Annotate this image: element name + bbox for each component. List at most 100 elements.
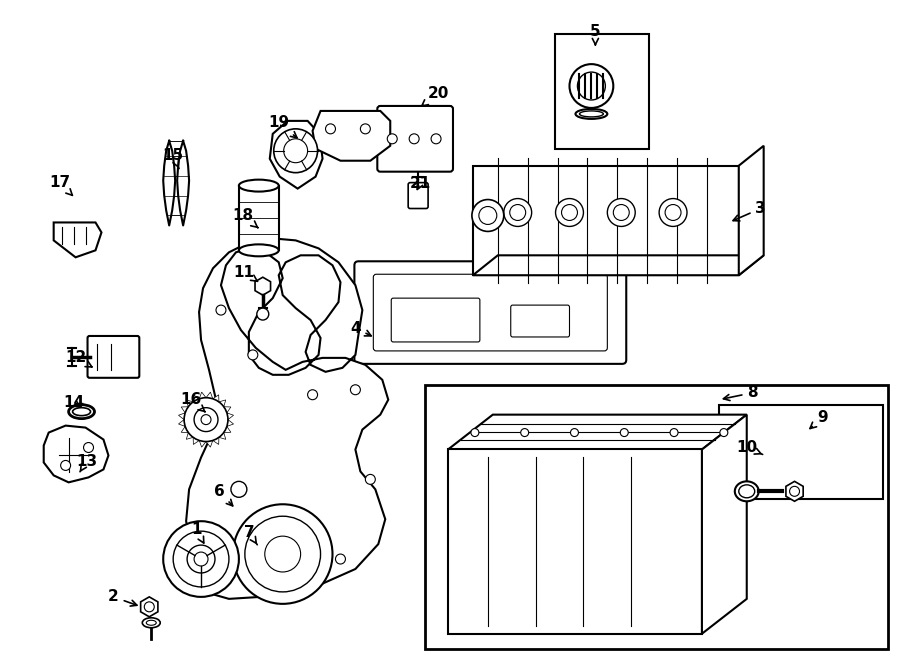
Polygon shape: [199, 392, 206, 399]
Circle shape: [284, 139, 308, 163]
Polygon shape: [227, 420, 234, 426]
Circle shape: [233, 504, 332, 604]
FancyBboxPatch shape: [355, 261, 626, 364]
Ellipse shape: [580, 111, 603, 117]
Circle shape: [60, 461, 70, 471]
Polygon shape: [178, 413, 185, 420]
Circle shape: [555, 198, 583, 227]
Polygon shape: [219, 400, 226, 407]
Polygon shape: [212, 395, 219, 402]
Ellipse shape: [142, 618, 160, 628]
Polygon shape: [448, 449, 702, 634]
Circle shape: [184, 398, 228, 442]
Ellipse shape: [575, 109, 608, 119]
Ellipse shape: [238, 180, 279, 192]
Text: 1: 1: [191, 522, 203, 543]
Polygon shape: [54, 223, 102, 257]
Circle shape: [578, 72, 606, 100]
Polygon shape: [786, 481, 803, 501]
Polygon shape: [181, 426, 188, 432]
Text: 17: 17: [50, 175, 73, 196]
Text: 4: 4: [350, 321, 371, 336]
FancyBboxPatch shape: [374, 274, 608, 351]
Circle shape: [326, 124, 336, 134]
Ellipse shape: [73, 408, 91, 416]
Ellipse shape: [68, 405, 94, 418]
Circle shape: [387, 134, 397, 144]
Circle shape: [431, 134, 441, 144]
Polygon shape: [194, 438, 199, 444]
Polygon shape: [219, 432, 226, 440]
Circle shape: [194, 408, 218, 432]
Circle shape: [620, 428, 628, 436]
Circle shape: [84, 442, 94, 453]
Circle shape: [472, 200, 504, 231]
Circle shape: [608, 198, 635, 227]
Polygon shape: [206, 440, 212, 447]
Polygon shape: [44, 426, 108, 483]
Circle shape: [720, 428, 728, 436]
Circle shape: [194, 552, 208, 566]
Polygon shape: [472, 166, 739, 275]
Polygon shape: [739, 146, 764, 275]
Polygon shape: [224, 407, 231, 413]
Circle shape: [265, 536, 301, 572]
Ellipse shape: [739, 485, 755, 498]
Text: 20: 20: [422, 85, 449, 106]
Polygon shape: [702, 414, 747, 634]
Circle shape: [248, 350, 257, 360]
Circle shape: [479, 206, 497, 225]
Polygon shape: [255, 277, 271, 295]
Polygon shape: [140, 597, 158, 617]
Polygon shape: [186, 239, 388, 599]
Text: 6: 6: [213, 484, 233, 506]
Text: 15: 15: [163, 148, 184, 169]
FancyBboxPatch shape: [392, 298, 480, 342]
Circle shape: [789, 486, 799, 496]
Polygon shape: [199, 440, 206, 447]
Polygon shape: [224, 426, 231, 432]
Text: 3: 3: [734, 201, 766, 221]
Polygon shape: [186, 432, 194, 440]
Circle shape: [231, 481, 247, 497]
Text: 8: 8: [724, 385, 758, 401]
Polygon shape: [472, 255, 764, 275]
Polygon shape: [448, 414, 747, 449]
Bar: [425, 385, 888, 648]
Text: 7: 7: [244, 525, 257, 545]
Circle shape: [571, 428, 579, 436]
Circle shape: [245, 516, 320, 592]
Circle shape: [336, 554, 346, 564]
Polygon shape: [312, 111, 391, 161]
Text: 13: 13: [76, 454, 97, 472]
Circle shape: [274, 129, 318, 173]
Polygon shape: [181, 407, 188, 413]
Circle shape: [570, 64, 613, 108]
Polygon shape: [206, 392, 212, 399]
Text: 10: 10: [736, 440, 762, 455]
Text: 21: 21: [410, 176, 431, 191]
Circle shape: [216, 305, 226, 315]
Circle shape: [201, 414, 211, 424]
Circle shape: [360, 124, 370, 134]
Ellipse shape: [238, 245, 279, 256]
Circle shape: [659, 198, 687, 227]
Circle shape: [173, 531, 229, 587]
Text: 14: 14: [63, 395, 85, 410]
Circle shape: [187, 545, 215, 573]
Circle shape: [613, 204, 629, 221]
Text: 16: 16: [181, 392, 205, 412]
Bar: [554, 34, 649, 149]
Circle shape: [144, 602, 154, 612]
Circle shape: [562, 204, 578, 221]
Circle shape: [256, 308, 269, 320]
Polygon shape: [212, 438, 219, 444]
Polygon shape: [178, 420, 185, 426]
Text: 12: 12: [65, 350, 92, 367]
Circle shape: [308, 390, 318, 400]
Bar: [719, 405, 883, 499]
Circle shape: [163, 521, 239, 597]
Polygon shape: [194, 395, 199, 402]
Polygon shape: [227, 413, 234, 420]
Text: 9: 9: [810, 410, 828, 428]
